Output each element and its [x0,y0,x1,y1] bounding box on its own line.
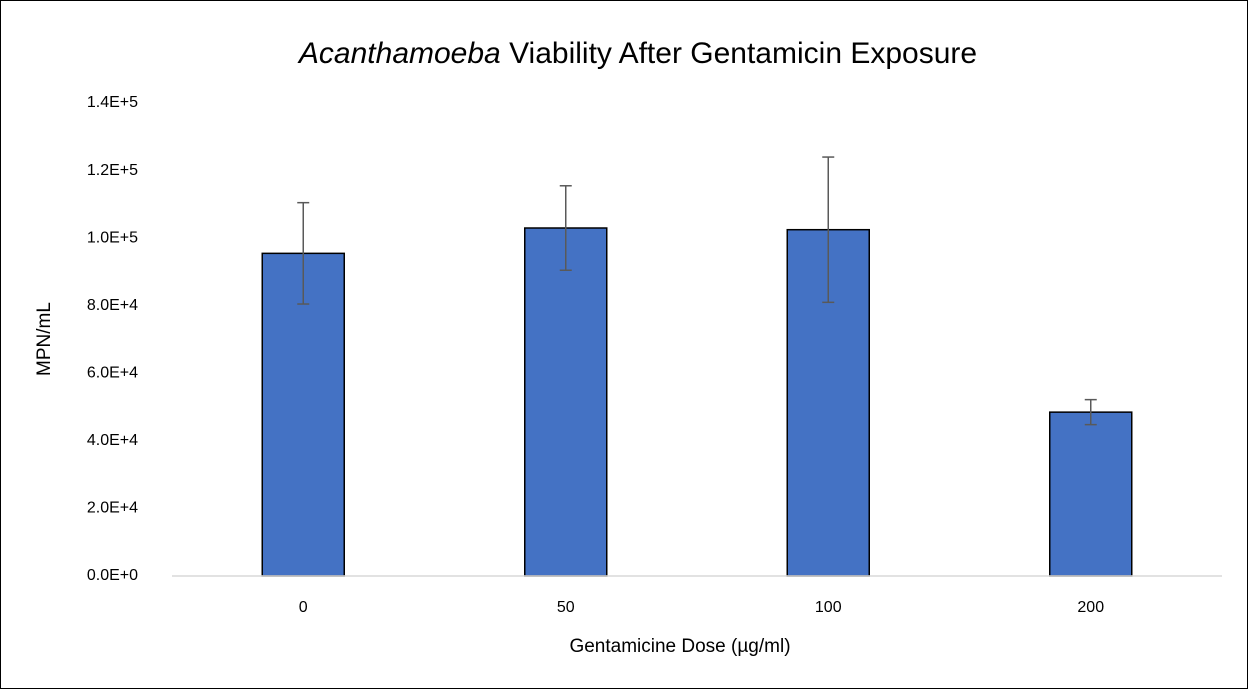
x-axis-label: Gentamicine Dose (µg/ml) [569,636,790,657]
y-tick-label: 2.0E+4 [87,500,138,517]
bar [524,227,608,577]
chart-title: Acanthamoeba Viability After Gentamicin … [297,37,977,70]
y-tick-label: 8.0E+4 [87,297,138,314]
y-axis-label: MPN/mL [34,302,55,376]
bar [261,252,345,577]
y-tick-label: 1.4E+5 [87,94,138,111]
y-tick-label: 6.0E+4 [87,365,138,382]
y-tick-label: 0.0E+0 [87,567,138,584]
x-tick-label: 100 [815,599,842,616]
y-tick-label: 1.0E+5 [87,229,138,246]
y-tick-label: 4.0E+4 [87,432,138,449]
x-tick-label: 0 [299,599,308,616]
x-tick-label: 200 [1077,599,1104,616]
x-tick-label: 50 [557,599,575,616]
bar [1049,411,1133,577]
y-tick-label: 1.2E+5 [87,162,138,179]
